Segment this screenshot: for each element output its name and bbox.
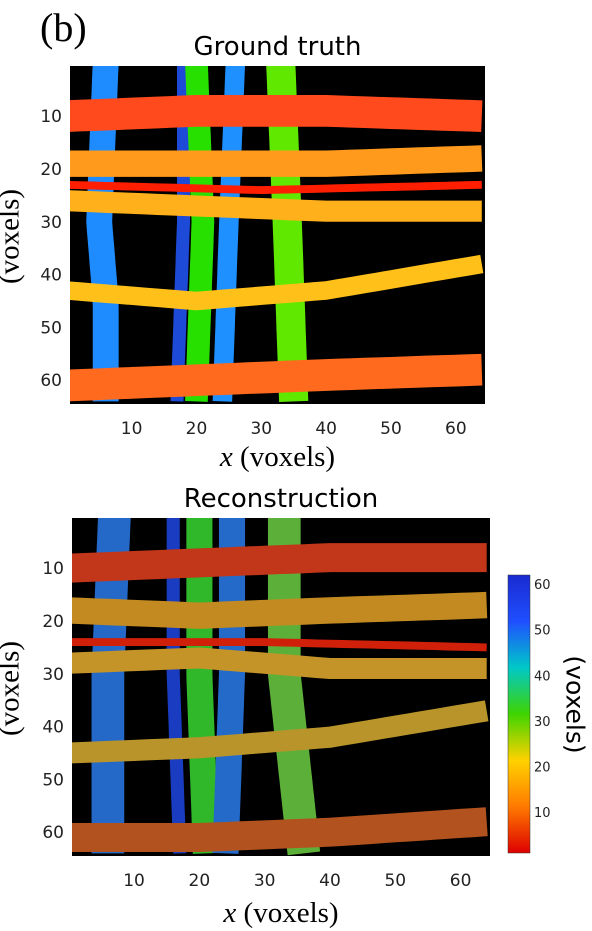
x-tick-label: 20 [189,871,211,891]
horizontal-strand-2 [70,145,483,177]
y-tick-label: 40 [42,718,64,738]
horizontal-strand-4 [70,190,482,222]
horizontal-strand-3 [72,638,487,652]
horizontal-strand-4 [72,647,487,680]
y-tick-label: 40 [40,266,62,286]
y-tick-label: 60 [40,371,62,391]
colorbar-tick-label: 10 [534,806,551,821]
x-tick-label: 10 [121,419,143,439]
x-tick-label: 30 [250,419,272,439]
x-tick-label: 40 [319,871,341,891]
horizontal-strand-5 [72,700,489,764]
colorbar-tick-label: 60 [534,578,551,593]
y-axis-label-ground-truth: (voxels) [0,188,26,285]
x-axis-unit: (voxels) [236,897,339,929]
chart-reconstruction: 10 20 30 40 50 60 10 20 30 40 50 60 [42,518,490,891]
colorbar: 10 20 30 40 50 60 [507,574,551,854]
y-tick-label: 30 [42,665,64,685]
x-tick-label: 10 [123,871,145,891]
horizontal-strand-6 [70,353,485,402]
y-tick-label: 50 [40,318,62,338]
colorbar-label: (voxels) [560,655,590,754]
horizontal-strand-3 [70,180,482,195]
y-tick-label: 20 [40,160,62,180]
x-tick-label: 60 [445,419,467,439]
colorbar-tick-label: 20 [534,760,551,775]
horizontal-strand-2 [72,591,488,629]
panel-label: (b) [40,5,87,50]
y-tick-label: 10 [42,559,64,579]
chart-title-reconstruction: Reconstruction [183,484,379,514]
x-axis-label-reconstruction: x (voxels) [72,897,490,930]
colorbar-tick-label: 40 [534,669,551,684]
colorbar-gradient [507,574,531,854]
x-axis-variable: x [223,897,237,929]
x-axis-label-ground-truth: x (voxels) [70,441,485,474]
colorbar-tick-label: 30 [534,715,551,730]
horizontal-strand-5 [70,254,484,311]
y-tick-label: 60 [42,823,64,843]
y-tick-label: 10 [40,107,62,127]
y-tick-label: 50 [42,770,64,790]
chart-ground-truth: 10 20 30 40 50 60 10 20 30 40 50 60 [40,66,485,439]
x-axis-variable: x [219,441,233,473]
y-tick-label: 20 [42,612,64,632]
x-tick-label: 30 [254,871,276,891]
chart-title-ground-truth: Ground truth [193,32,362,62]
y-tick-label: 30 [40,213,62,233]
y-axis-label-reconstruction: (voxels) [0,640,26,737]
x-tick-label: 50 [384,871,406,891]
horizontal-strand-1 [70,95,485,133]
colorbar-tick-label: 50 [534,624,551,639]
horizontal-strand-6 [72,807,489,852]
horizontal-strand-1 [72,543,489,583]
x-tick-label: 40 [315,419,337,439]
x-tick-label: 50 [380,419,402,439]
x-tick-label: 20 [186,419,208,439]
x-tick-label: 60 [450,871,472,891]
x-axis-unit: (voxels) [232,441,336,473]
